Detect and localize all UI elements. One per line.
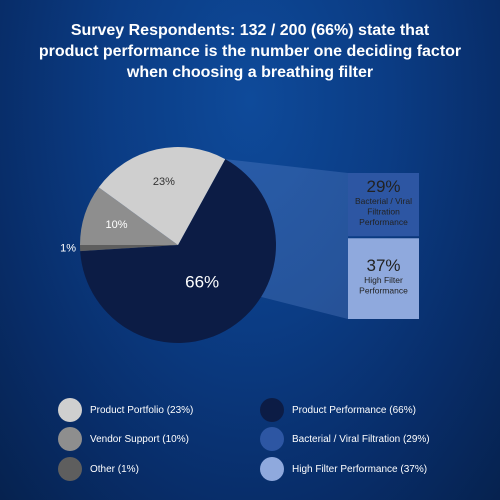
chart-title-line-2: product performance is the number one de… bbox=[38, 43, 462, 60]
pie-label-other: 1% bbox=[60, 242, 76, 254]
pie-slices bbox=[79, 147, 276, 343]
chart-title-line-1: Survey Respondents: 132 / 200 (66%) stat… bbox=[70, 22, 430, 39]
pie-slice-product-portfolio bbox=[98, 147, 226, 245]
pie-slice-other bbox=[79, 245, 178, 252]
bar-name-label-bacterial-viral-filtration-performance: Performance bbox=[359, 217, 408, 227]
pie-labels: 66% 1% 10% 23% bbox=[60, 176, 219, 292]
bar-name-label-bacterial-viral-filtration-performance: Bacterial / Viral bbox=[355, 196, 412, 206]
bar-value-label-high-filter-performance: 37% bbox=[366, 256, 400, 275]
pie-slice-vendor-support bbox=[80, 187, 178, 245]
chart-title-line-3: when choosing a breathing filter bbox=[126, 64, 374, 81]
bar-name-label-high-filter-performance: Performance bbox=[359, 286, 408, 296]
breakdown-bar: 29%Bacterial / ViralFiltrationPerformanc… bbox=[348, 173, 419, 319]
bar-segment-high-filter-performance bbox=[348, 238, 419, 319]
pie-label-vendor-support: 10% bbox=[105, 219, 127, 231]
pie-slice-product-performance bbox=[80, 159, 276, 343]
bar-segment-bacterial-viral-filtration-performance bbox=[348, 173, 419, 237]
chart-title: Survey Respondents: 132 / 200 (66%) stat… bbox=[0, 20, 500, 83]
pie-label-product-performance: 66% bbox=[185, 273, 219, 292]
bar-name-label-high-filter-performance: High Filter bbox=[364, 275, 403, 285]
bar-value-label-bacterial-viral-filtration-performance: 29% bbox=[366, 177, 400, 196]
pie-label-product-portfolio: 23% bbox=[153, 176, 175, 188]
bar-name-label-bacterial-viral-filtration-performance: Filtration bbox=[367, 206, 400, 216]
